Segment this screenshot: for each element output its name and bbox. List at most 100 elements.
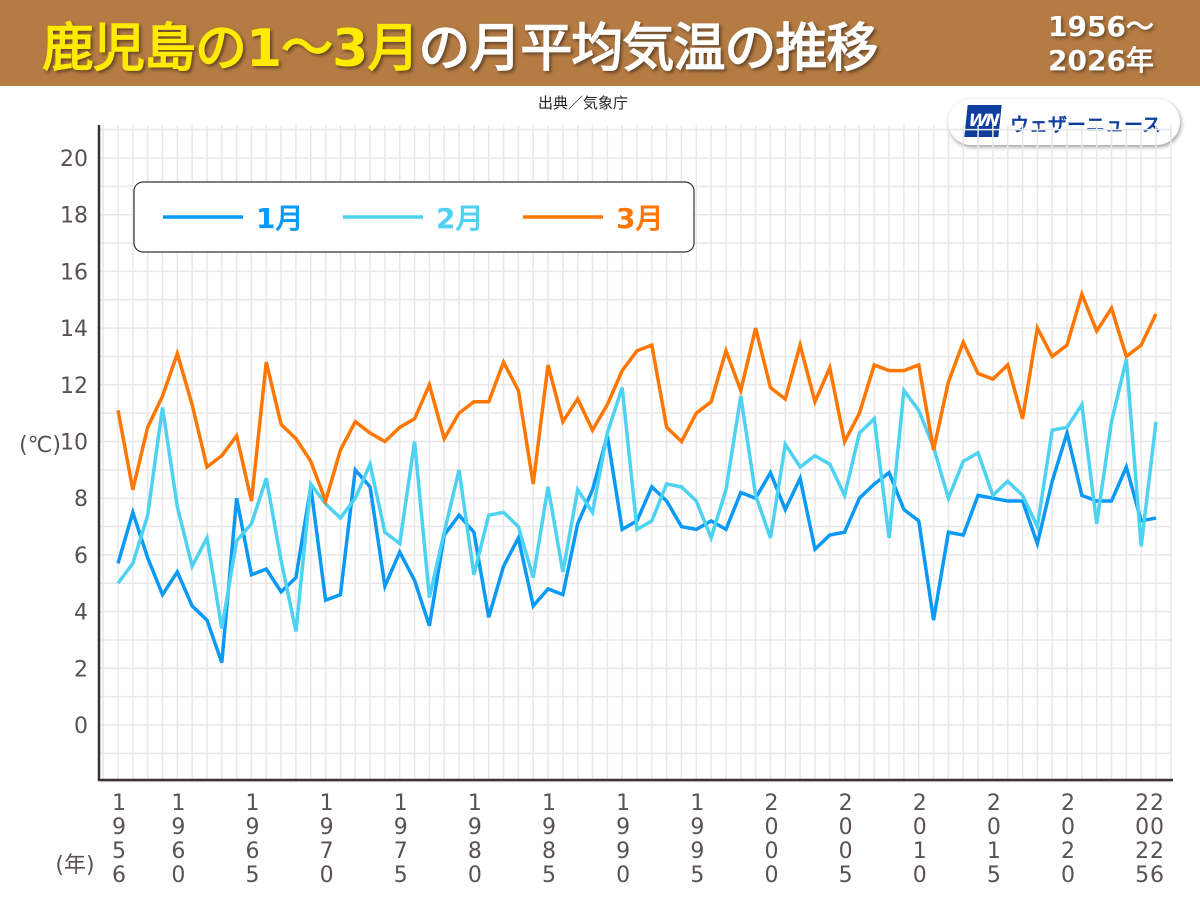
title-rest: の月平均気温の推移 <box>418 19 878 79</box>
title-highlight: 鹿児島の1〜3月 <box>42 19 419 79</box>
y-tick-label: 4 <box>74 601 88 626</box>
x-tick-digit: 5 <box>245 863 259 888</box>
x-tick-digit: 9 <box>690 815 704 840</box>
legend: 1月 2月 3月 <box>133 181 695 253</box>
x-tick-digit: 0 <box>987 815 1001 840</box>
x-tick-label: 1956 <box>112 791 126 888</box>
x-tick-digit: 1 <box>468 791 482 816</box>
x-tick-digit: 2 <box>764 791 778 816</box>
x-tick-digit: 2 <box>913 791 927 816</box>
x-tick-digit: 9 <box>245 815 259 840</box>
y-tick-label: 10 <box>60 431 88 456</box>
x-tick-digit: 9 <box>616 815 630 840</box>
x-tick-digit: 9 <box>690 839 704 864</box>
x-tick-digit: 1 <box>542 791 556 816</box>
series-lines <box>116 288 1158 664</box>
legend-label: 3月 <box>616 202 663 235</box>
y-tick-label: 20 <box>60 147 88 172</box>
x-tick-digit: 5 <box>839 863 853 888</box>
x-tick-digit: 2 <box>1135 839 1149 864</box>
x-tick-digit: 1 <box>320 791 334 816</box>
y-tick-label: 18 <box>60 204 88 229</box>
x-tick-digit: 5 <box>987 863 1001 888</box>
x-tick-digit: 5 <box>394 863 408 888</box>
x-tick-digit: 1 <box>394 791 408 816</box>
x-tick-digit: 0 <box>1061 863 1075 888</box>
x-tick-digit: 9 <box>112 815 126 840</box>
x-tick-digit: 2 <box>1061 839 1075 864</box>
title-banner: 鹿児島の1〜3月の月平均気温の推移 1956〜 2026年 <box>0 0 1200 86</box>
x-tick-digit: 0 <box>320 863 334 888</box>
x-tick-digit: 7 <box>320 839 334 864</box>
period-line2: 2026年 <box>1048 44 1154 77</box>
x-tick-digit: 9 <box>616 839 630 864</box>
y-tick-label: 0 <box>74 714 88 739</box>
x-axis-label: (年) <box>55 853 94 878</box>
x-tick-digit: 0 <box>839 839 853 864</box>
x-tick-digit: 0 <box>1061 815 1075 840</box>
x-tick-digit: 0 <box>913 863 927 888</box>
x-tick-label: 2026 <box>1150 791 1164 888</box>
x-tick-digit: 1 <box>616 791 630 816</box>
y-axis-ticks: 0 2 4 6 8 10 12 14 16 18 20 <box>60 147 88 739</box>
y-tick-label: 12 <box>60 374 88 399</box>
x-tick-digit: 6 <box>245 839 259 864</box>
x-tick-digit: 7 <box>394 839 408 864</box>
x-tick-digit: 5 <box>690 863 704 888</box>
x-tick-digit: 9 <box>320 815 334 840</box>
x-tick-digit: 2 <box>1150 839 1164 864</box>
x-tick-digit: 5 <box>1135 863 1149 888</box>
x-tick-digit: 0 <box>764 815 778 840</box>
x-tick-digit: 1 <box>913 839 927 864</box>
y-tick-label: 6 <box>74 544 88 569</box>
x-tick-digit: 6 <box>112 863 126 888</box>
x-tick-digit: 8 <box>468 839 482 864</box>
x-tick-digit: 9 <box>468 815 482 840</box>
chart-title: 鹿児島の1〜3月の月平均気温の推移 <box>42 6 878 81</box>
legend-label: 2月 <box>436 202 483 235</box>
logo-text: ウェザーニュース <box>1010 114 1162 136</box>
x-tick-digit: 9 <box>542 815 556 840</box>
x-tick-digit: 2 <box>1150 791 1164 816</box>
source-note: 出典／気象庁 <box>538 94 629 112</box>
y-axis-label: (℃) <box>19 433 61 458</box>
x-tick-digit: 0 <box>468 863 482 888</box>
x-tick-digit: 9 <box>171 815 185 840</box>
x-tick-digit: 2 <box>987 791 1001 816</box>
x-tick-digit: 2 <box>1135 791 1149 816</box>
x-axis-ticks: 1956196019651970197519801985199019952000… <box>112 791 1164 888</box>
x-tick-digit: 0 <box>1135 815 1149 840</box>
x-tick-digit: 0 <box>839 815 853 840</box>
x-tick-digit: 0 <box>171 863 185 888</box>
y-tick-label: 8 <box>74 487 88 512</box>
x-tick-digit: 6 <box>171 839 185 864</box>
x-tick-digit: 1 <box>112 791 126 816</box>
x-tick-digit: 0 <box>616 863 630 888</box>
x-tick-digit: 1 <box>690 791 704 816</box>
x-tick-digit: 5 <box>112 839 126 864</box>
x-tick-digit: 8 <box>542 839 556 864</box>
x-tick-digit: 0 <box>764 839 778 864</box>
x-tick-digit: 2 <box>839 791 853 816</box>
y-tick-label: 2 <box>74 657 88 682</box>
x-tick-digit: 5 <box>542 863 556 888</box>
x-tick-digit: 6 <box>1150 863 1164 888</box>
x-tick-digit: 9 <box>394 815 408 840</box>
x-tick-digit: 0 <box>1150 815 1164 840</box>
period-line1: 1956〜 <box>1048 10 1154 43</box>
x-tick-digit: 1 <box>245 791 259 816</box>
